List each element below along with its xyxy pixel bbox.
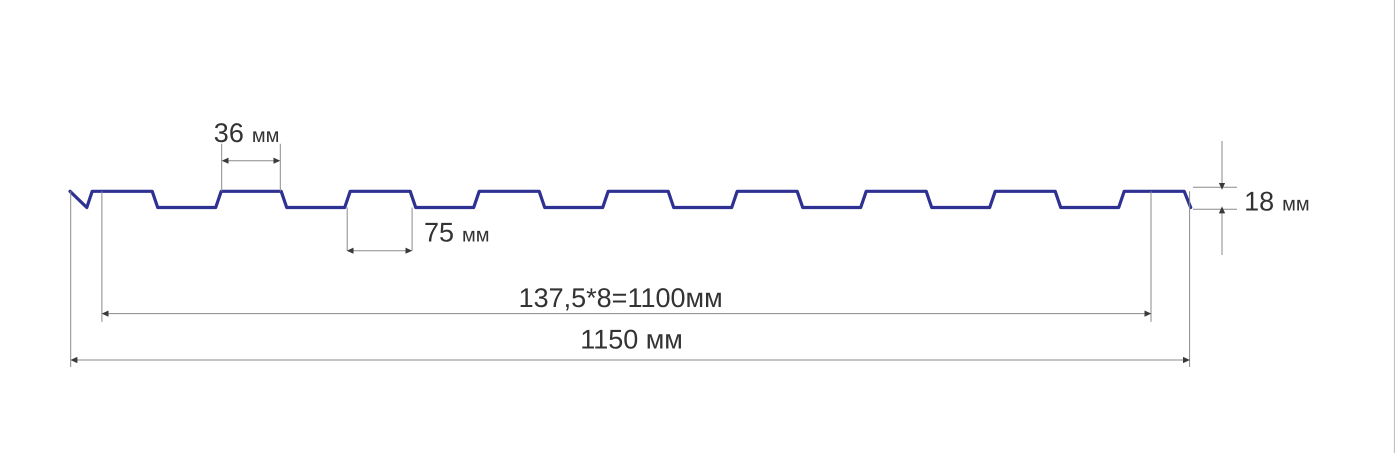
svg-text:137,5*8=1100мм: 137,5*8=1100мм	[519, 283, 723, 313]
svg-text:1150 мм: 1150 мм	[580, 325, 683, 355]
